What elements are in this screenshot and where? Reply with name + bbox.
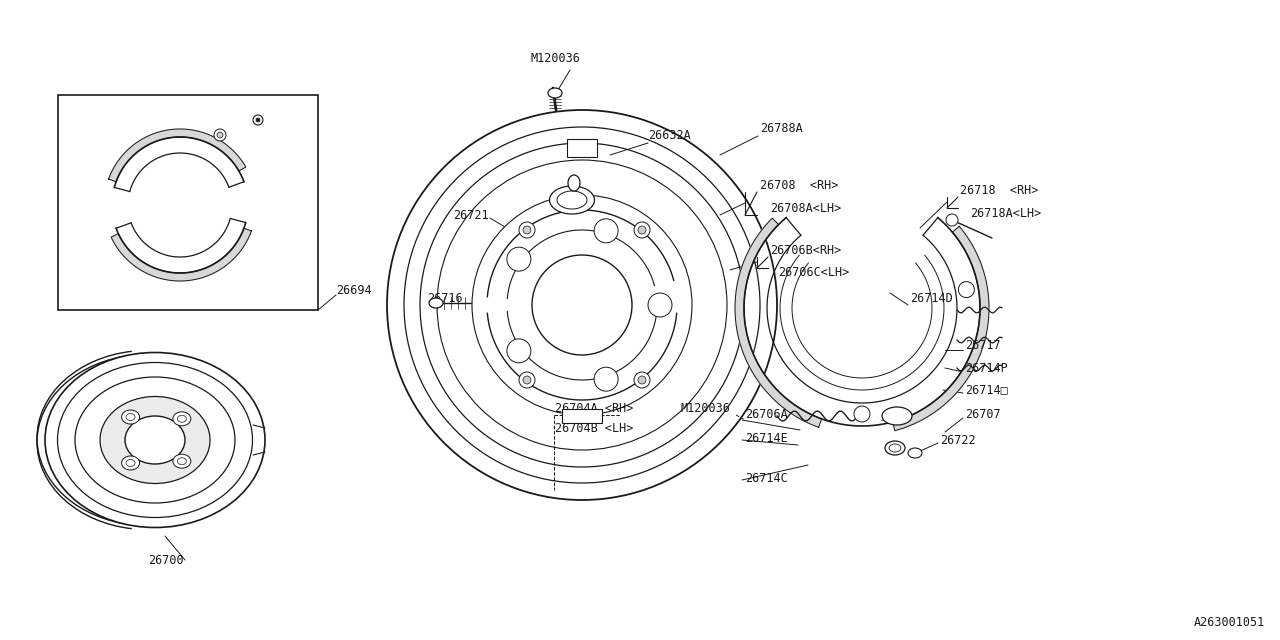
Text: 26706A: 26706A <box>745 408 787 422</box>
Text: 26716: 26716 <box>428 291 462 305</box>
Ellipse shape <box>76 377 236 503</box>
Text: 26718  <RH>: 26718 <RH> <box>960 184 1038 196</box>
Text: 26704B <LH>: 26704B <LH> <box>556 422 634 435</box>
Ellipse shape <box>125 413 136 420</box>
Text: 26700: 26700 <box>148 554 183 566</box>
Text: 26707: 26707 <box>965 408 1001 422</box>
Text: 26721: 26721 <box>453 209 489 221</box>
Circle shape <box>420 143 744 467</box>
Ellipse shape <box>557 191 588 209</box>
Ellipse shape <box>45 353 265 527</box>
Circle shape <box>634 222 650 238</box>
Text: 26708A<LH>: 26708A<LH> <box>771 202 841 214</box>
Polygon shape <box>892 227 989 431</box>
Circle shape <box>387 110 777 500</box>
Text: 26708  <RH>: 26708 <RH> <box>760 179 838 191</box>
Ellipse shape <box>100 397 210 483</box>
Ellipse shape <box>548 88 562 98</box>
Circle shape <box>637 226 646 234</box>
Circle shape <box>594 367 618 391</box>
Text: 26714C: 26714C <box>745 472 787 484</box>
Ellipse shape <box>58 362 252 518</box>
Circle shape <box>532 255 632 355</box>
Ellipse shape <box>882 407 913 425</box>
Circle shape <box>946 214 957 226</box>
Circle shape <box>253 115 262 125</box>
Circle shape <box>472 195 692 415</box>
Text: 26714□: 26714□ <box>965 383 1007 397</box>
Text: 26714D: 26714D <box>910 291 952 305</box>
Circle shape <box>436 160 727 450</box>
Circle shape <box>507 247 531 271</box>
Circle shape <box>518 222 535 238</box>
Text: 26717: 26717 <box>965 339 1001 351</box>
Ellipse shape <box>125 460 136 467</box>
Circle shape <box>214 129 227 141</box>
Ellipse shape <box>178 458 187 465</box>
Text: 26694: 26694 <box>337 284 371 296</box>
Text: 26632A: 26632A <box>648 129 691 141</box>
Circle shape <box>634 372 650 388</box>
Circle shape <box>637 376 646 384</box>
Text: 26722: 26722 <box>940 433 975 447</box>
Ellipse shape <box>429 298 443 308</box>
Ellipse shape <box>884 441 905 455</box>
Text: M120036: M120036 <box>680 401 730 415</box>
Text: 26706C<LH>: 26706C<LH> <box>778 266 849 278</box>
Text: 26706B<RH>: 26706B<RH> <box>771 243 841 257</box>
Text: 26718A<LH>: 26718A<LH> <box>970 207 1041 220</box>
Ellipse shape <box>122 410 140 424</box>
Text: A263001051: A263001051 <box>1194 616 1265 628</box>
Text: 26714P: 26714P <box>965 362 1007 374</box>
Bar <box>58 95 317 310</box>
Polygon shape <box>109 129 246 182</box>
Circle shape <box>404 127 760 483</box>
Text: 26704A <RH>: 26704A <RH> <box>556 401 634 415</box>
Circle shape <box>524 376 531 384</box>
Text: M120036: M120036 <box>530 51 580 65</box>
Ellipse shape <box>908 448 922 458</box>
Polygon shape <box>111 228 251 281</box>
Ellipse shape <box>122 456 140 470</box>
Ellipse shape <box>173 412 191 426</box>
Circle shape <box>594 219 618 243</box>
Circle shape <box>507 339 531 363</box>
Text: 26714E: 26714E <box>745 431 787 445</box>
Bar <box>562 409 602 423</box>
Bar <box>567 139 596 157</box>
Ellipse shape <box>178 415 187 422</box>
Circle shape <box>256 118 260 122</box>
Circle shape <box>959 282 974 298</box>
Text: 26788A: 26788A <box>760 122 803 134</box>
Polygon shape <box>735 218 822 428</box>
Circle shape <box>648 293 672 317</box>
Circle shape <box>524 226 531 234</box>
Circle shape <box>854 406 870 422</box>
Ellipse shape <box>568 175 580 191</box>
Circle shape <box>518 372 535 388</box>
Ellipse shape <box>549 186 594 214</box>
Circle shape <box>218 132 223 138</box>
Ellipse shape <box>890 444 901 452</box>
Ellipse shape <box>173 454 191 468</box>
Ellipse shape <box>125 416 186 464</box>
